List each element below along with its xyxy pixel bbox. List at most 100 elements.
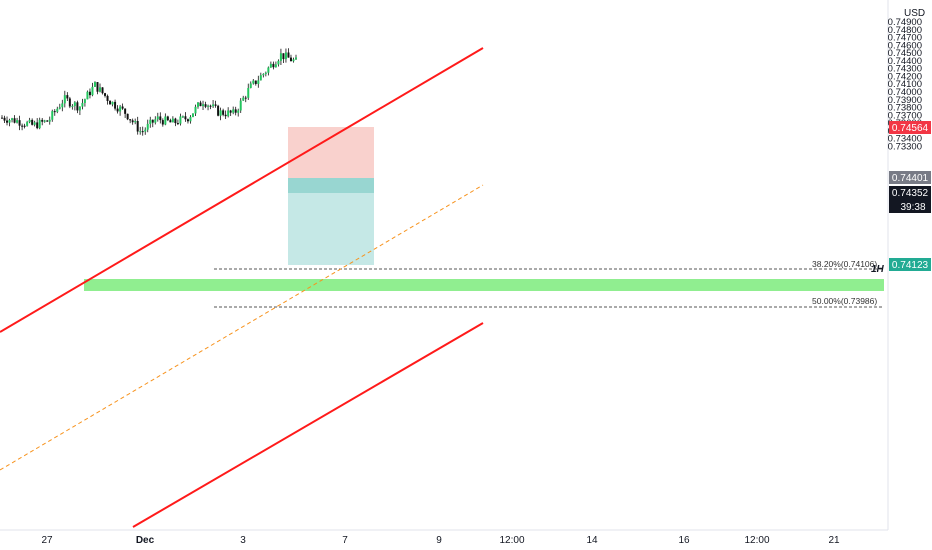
time-axis-ticks: 27 Dec 3 7 9 12:00 14 16 12:00 21 — [41, 535, 840, 546]
time-tick-label: 3 — [240, 535, 246, 546]
candle-body — [56, 108, 59, 112]
candle-body — [186, 119, 189, 122]
candle-body — [212, 104, 215, 107]
candle-body — [214, 104, 217, 106]
price-tag-entry-text: 0.74401 — [892, 173, 929, 184]
price-tick-label: 0.74100 — [888, 79, 922, 90]
candle-body — [104, 93, 107, 96]
time-tick-label: 14 — [586, 535, 598, 546]
candle-body — [46, 120, 49, 122]
candle-body — [166, 116, 169, 121]
candle-body — [16, 120, 19, 123]
price-tag-target: 0.74123 — [889, 258, 931, 271]
candle-body — [43, 120, 46, 122]
candle-body — [13, 118, 16, 123]
price-tick-label: 0.73800 — [888, 103, 922, 114]
price-tick-label: 0.74700 — [888, 33, 922, 44]
candle-body — [209, 105, 212, 107]
candle-body — [124, 108, 127, 114]
candle-body — [176, 123, 179, 125]
candle-body — [136, 121, 139, 132]
candle-body — [161, 120, 164, 125]
price-tick-label: 0.74900 — [888, 17, 922, 28]
candle-body — [86, 91, 89, 100]
candle-body — [93, 82, 96, 87]
price-tag-target-text: 0.74123 — [892, 260, 929, 271]
candle-body — [109, 100, 112, 105]
candle-body — [63, 95, 66, 104]
candle-body — [257, 80, 260, 84]
candle-body — [106, 95, 109, 101]
price-tag-current: 0.74352 39:38 — [889, 186, 931, 213]
candle-body — [36, 122, 39, 129]
support-zone[interactable] — [84, 279, 884, 291]
candle-body — [242, 97, 245, 101]
time-tick-label: 12:00 — [744, 535, 769, 546]
candle-body — [224, 114, 227, 117]
candle-body — [199, 102, 202, 107]
candle-body — [139, 131, 142, 133]
candle-body — [28, 119, 31, 123]
candle-body — [252, 80, 255, 84]
candle-body — [274, 64, 277, 68]
candle-body — [111, 101, 114, 105]
candle-body — [169, 120, 172, 123]
timeframe-label: 1H — [871, 264, 885, 275]
price-tick-label: 0.74500 — [888, 48, 922, 59]
candle-body — [31, 119, 34, 125]
candle-body — [134, 121, 137, 123]
candle-body — [277, 60, 280, 65]
candle-body — [171, 118, 174, 123]
time-tick-label: 16 — [678, 535, 690, 546]
candle-body — [121, 106, 124, 109]
candle-body — [194, 106, 197, 114]
channel-lower-line[interactable] — [132, 322, 484, 528]
candle-body — [101, 87, 104, 94]
countdown-text: 39:38 — [900, 202, 925, 213]
candle-body — [26, 122, 29, 126]
candle-body — [264, 72, 267, 74]
candle-body — [229, 110, 232, 113]
candle-body — [239, 100, 242, 111]
candle-body — [204, 104, 207, 107]
price-tick-label: 0.73300 — [888, 141, 922, 152]
candle-body — [262, 73, 265, 76]
candle-body — [81, 102, 84, 107]
candle-body — [146, 123, 149, 130]
stop-loss-area[interactable] — [288, 127, 374, 178]
candle-body — [21, 125, 24, 127]
price-tag-stop-text: 0.74564 — [892, 123, 929, 134]
candle-body — [232, 109, 235, 113]
candle-body — [259, 75, 262, 81]
price-tick-label: 0.73400 — [888, 134, 922, 145]
candle-body — [227, 110, 230, 117]
candle-body — [295, 57, 297, 60]
candle-body — [269, 63, 272, 68]
channel-upper-line[interactable] — [0, 47, 484, 333]
candle-body — [61, 103, 64, 108]
currency-label[interactable]: USD — [904, 8, 925, 19]
price-tick-label: 0.74800 — [888, 25, 922, 36]
candle-body — [181, 116, 184, 118]
candle-body — [53, 111, 56, 113]
candle-body — [88, 91, 91, 96]
candle-body — [159, 116, 162, 121]
channel-midline[interactable] — [0, 184, 484, 471]
time-tick-label: Dec — [136, 535, 155, 546]
candle-body — [3, 117, 6, 121]
candle-body — [149, 119, 152, 124]
candle-body — [144, 129, 147, 132]
price-tick-label: 0.74300 — [888, 64, 922, 75]
candle-body — [202, 104, 205, 107]
candle-body — [73, 102, 76, 106]
candle-body — [41, 119, 44, 122]
candle-body — [156, 116, 159, 120]
candle-body — [151, 119, 154, 123]
candle-body — [254, 80, 257, 84]
time-tick-label: 7 — [342, 535, 348, 546]
candle-body — [289, 57, 292, 62]
candle-body — [219, 110, 222, 116]
candle-body — [292, 59, 295, 62]
